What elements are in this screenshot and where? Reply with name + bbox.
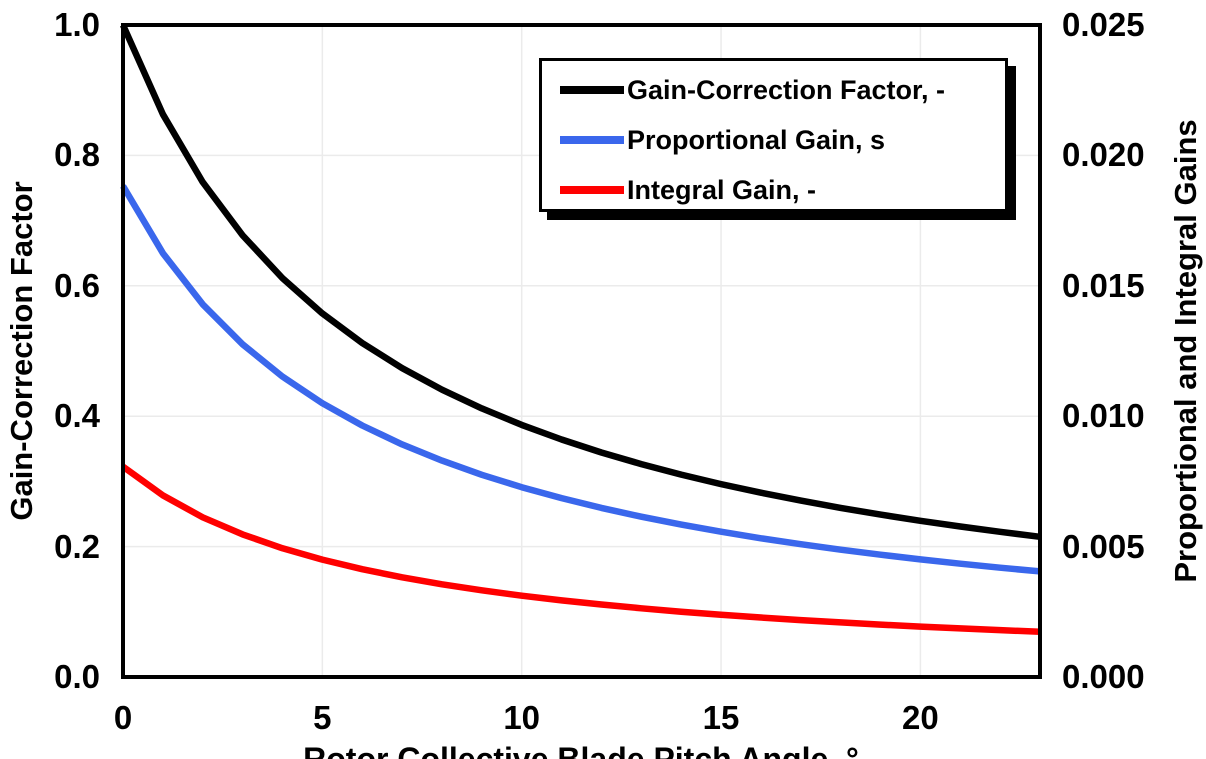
- y-axis-right-tick-label: 0.000: [1062, 658, 1145, 695]
- y-axis-left-tick-label: 0.2: [54, 527, 100, 565]
- y-axis-right-tick-label: 0.005: [1062, 527, 1145, 565]
- data-curves: [120, 23, 1041, 636]
- x-axis-tick-label: 15: [702, 699, 740, 736]
- legend-item-proportional-gain: Proportional Gain, s: [542, 115, 1005, 165]
- x-axis-tick-label: 5: [313, 699, 332, 736]
- curve-proportional-gain-s: [120, 184, 1041, 575]
- legend-line-sample-blue: [560, 136, 624, 144]
- curve-integral-gain: [121, 463, 1041, 636]
- y-axis-left-tick-label: 0.6: [54, 266, 100, 304]
- x-axis-title: Rotor Collective Blade Pitch Angle, °: [303, 741, 859, 759]
- y-axis-right-tick-label: 0.025: [1062, 6, 1145, 43]
- y-axis-left-tick-label: 1.0: [54, 6, 100, 43]
- legend: Gain-Correction Factor, - Proportional G…: [539, 58, 1008, 212]
- x-axis-tick-label: 0: [113, 699, 133, 736]
- legend-line-sample-red: [560, 186, 624, 194]
- x-axis-tick-label: 10: [503, 699, 541, 736]
- right-axis-title: Proportional and Integral Gains: [1168, 119, 1203, 583]
- legend-line-sample-black: [560, 86, 624, 94]
- left-axis-title: Gain-Correction Factor: [4, 181, 39, 521]
- y-axis-right-tick-label: 0.015: [1062, 266, 1145, 304]
- legend-item-integral-gain: Integral Gain, -: [542, 165, 1005, 215]
- curve-gain-correction-factor: [120, 23, 1041, 541]
- legend-label: Integral Gain, -: [627, 174, 817, 205]
- legend-label: Gain-Correction Factor, -: [627, 74, 946, 105]
- y-axis-right-tick-label: 0.020: [1062, 136, 1145, 174]
- y-axis-left-tick-label: 0.4: [54, 397, 100, 435]
- plot-border: [121, 23, 1042, 679]
- legend-item-gain-correction-factor: Gain-Correction Factor, -: [542, 65, 1005, 115]
- y-axis-right-tick-label: 0.010: [1062, 397, 1145, 435]
- x-axis-tick-label: 20: [902, 699, 939, 736]
- y-axis-left-tick-label: 0.8: [54, 136, 100, 174]
- y-axis-left-tick-label: 0.0: [54, 658, 100, 695]
- legend-label: Proportional Gain, s: [627, 124, 886, 155]
